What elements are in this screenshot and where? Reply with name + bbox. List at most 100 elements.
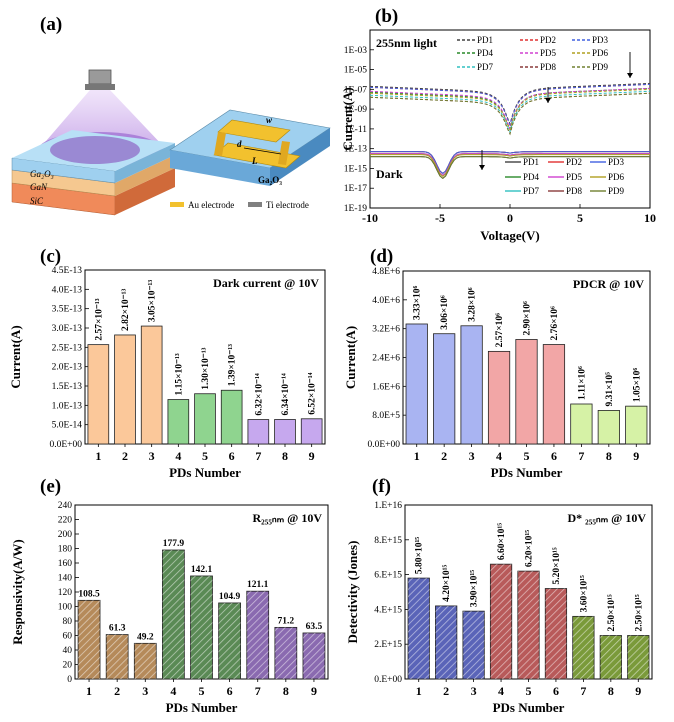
legend-ti-label: Ti electrode — [266, 200, 309, 210]
y-tick-label: 1E-05 — [344, 66, 367, 76]
legend-label-dark: PD7 — [523, 186, 540, 196]
dark-curve-PD5 — [370, 153, 650, 177]
data-label: 3.60×10¹⁵ — [579, 575, 589, 612]
x-tick-label: 3 — [469, 449, 475, 463]
y-tick-label: 1E-13 — [344, 145, 367, 155]
bar — [460, 325, 483, 445]
data-label: 3.05×10⁻¹³ — [148, 280, 158, 322]
y-tick-label: 1.E+16 — [374, 501, 402, 511]
x-tick-label: 4 — [496, 449, 502, 463]
legend-label-light: PD5 — [540, 48, 557, 58]
dark-curve-PD6 — [370, 154, 650, 178]
legend-label-light: PD4 — [477, 48, 494, 58]
x-tick-label: 3 — [149, 449, 155, 463]
data-label: 61.3 — [109, 624, 126, 634]
data-label: 3.28×10⁶ — [468, 287, 478, 322]
data-label: 9.31×10⁵ — [605, 372, 615, 407]
bar — [247, 419, 270, 445]
bar — [167, 399, 190, 445]
y-tick-label: 8.E+15 — [374, 536, 402, 546]
wafer-stack: Ga₂O₃ GaN SiC — [11, 130, 175, 216]
x-axis-label: PDs Number — [493, 700, 565, 715]
x-tick-label: 5 — [199, 684, 205, 698]
chart-title: PDCR @ 10V — [573, 277, 644, 291]
y-tick-label: 0 — [67, 675, 72, 685]
layer-label-sic: SiC — [30, 196, 44, 206]
y-tick-label: 80 — [63, 617, 73, 627]
y-tick-label: 8.0E+5 — [372, 411, 400, 421]
x-tick-label: 5 — [526, 684, 532, 698]
layer-label-ga2o3: Ga₂O₃ — [30, 169, 54, 179]
y-axis-label: Detectivity (Jones) — [345, 541, 360, 644]
x-tick-label: 5 — [524, 449, 530, 463]
x-tick-label: 6 — [227, 684, 233, 698]
x-tick-label: 3 — [142, 684, 148, 698]
data-label: 6.60×10¹⁵ — [497, 523, 507, 560]
y-axis-label: Responsivity(A/W) — [10, 539, 25, 644]
data-label: 177.9 — [163, 539, 185, 549]
bar-hatch — [302, 632, 325, 679]
light-curve-PD3 — [369, 83, 651, 127]
x-tick-label: 2 — [441, 449, 447, 463]
data-label: 3.90×10¹⁵ — [470, 570, 480, 607]
legend-label-light: PD1 — [477, 35, 493, 45]
data-label: 142.1 — [191, 565, 213, 575]
bar-hatch — [246, 591, 269, 679]
y-tick-label: 100 — [58, 603, 73, 613]
bar — [87, 344, 110, 445]
light-curve-PD6 — [369, 88, 651, 132]
legend-label-dark: PD5 — [566, 172, 583, 182]
bar — [542, 344, 566, 445]
x-axis-label: PDs Number — [491, 465, 563, 480]
bar-hatch — [274, 627, 297, 679]
x-tick-label: 8 — [283, 684, 289, 698]
x-tick-label: 4 — [170, 684, 176, 698]
y-tick-label: 6.E+15 — [374, 571, 402, 581]
y-tick-label: 2.5E-13 — [52, 343, 83, 353]
y-tick-label: 2.E+15 — [374, 640, 402, 650]
bar-hatch — [408, 578, 430, 679]
x-tick-label: 7 — [580, 684, 586, 698]
data-label: 2.82×10⁻¹³ — [121, 289, 131, 331]
y-tick-label: 1.6E+6 — [372, 382, 400, 392]
x-tick-label: 1 — [416, 684, 422, 698]
bar — [274, 419, 296, 445]
legend-label-light: PD7 — [477, 62, 494, 72]
arrow-head — [627, 73, 633, 78]
x-tick-label: -5 — [435, 211, 445, 225]
y-tick-label: 1E-15 — [344, 164, 367, 174]
legend-label-light: PD6 — [592, 48, 609, 58]
y-tick-label: 120 — [58, 588, 73, 598]
y-tick-label: 20 — [63, 661, 73, 671]
x-tick-label: 2 — [122, 449, 128, 463]
bar — [220, 389, 243, 445]
bar-hatch — [134, 643, 157, 679]
y-tick-label: 200 — [58, 530, 73, 540]
y-tick-label: 3.0E-13 — [52, 324, 83, 334]
x-tick-label: 4 — [498, 684, 504, 698]
bar — [597, 410, 620, 445]
panel-label-f: (f) — [372, 476, 391, 497]
data-label: 4.20×10¹⁵ — [442, 565, 452, 602]
data-label: 2.57×10⁶ — [495, 313, 505, 348]
data-label: 6.52×10⁻¹⁴ — [308, 372, 318, 414]
y-tick-label: 1E-19 — [344, 204, 367, 214]
x-tick-label: 2 — [443, 684, 449, 698]
panel-label-c: (c) — [40, 246, 61, 267]
bar-hatch — [162, 550, 185, 679]
chart-b-iv-curves: 1E-19 1E-17 1E-15 1E-13 1E-11 1E-09 1E-07 1E-05… — [340, 29, 656, 243]
dark-curve-PD9 — [370, 156, 650, 179]
x-tick-label: 3 — [471, 684, 477, 698]
panel-label-a: (a) — [40, 14, 62, 35]
y-tick-label: 2.4E+6 — [372, 354, 400, 364]
data-label: 2.90×10⁶ — [523, 301, 533, 336]
light-curve-PD9 — [369, 92, 651, 136]
legend-au-label: Au electrode — [188, 200, 234, 210]
chart-e-responsivity: 0 20 40 60 80 100 120 140 160 180 200 220 240 1 108.5 2… — [10, 501, 329, 715]
x-tick-label: 10 — [644, 211, 656, 225]
data-label: 2.50×10¹⁵ — [634, 594, 644, 631]
annotation-light: 255nm light — [376, 36, 437, 50]
x-tick-label: 6 — [553, 684, 559, 698]
bar-hatch — [462, 611, 485, 679]
